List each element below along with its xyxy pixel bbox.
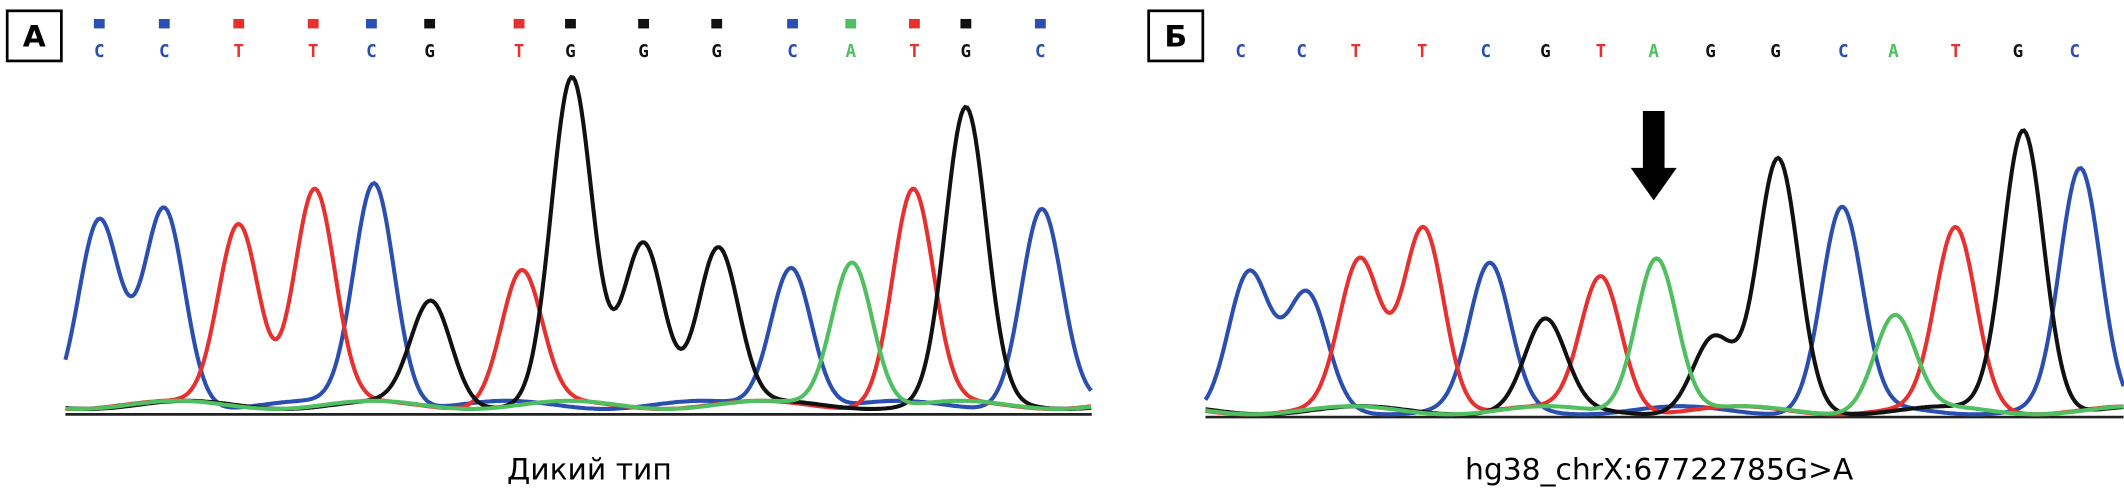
base-call: A	[1648, 42, 1659, 62]
base-call: C	[1481, 42, 1492, 62]
base-call: A	[845, 42, 856, 62]
base-call: T	[1417, 42, 1428, 62]
panel-label: А	[23, 19, 46, 54]
trace	[65, 186, 1092, 411]
base-call: C	[1235, 42, 1246, 62]
base-call: C	[787, 42, 798, 62]
base-marker	[787, 18, 798, 29]
base-call: C	[366, 42, 377, 62]
base-marker	[1034, 18, 1046, 29]
base-marker	[158, 18, 170, 29]
trace	[65, 74, 1092, 411]
base-marker	[908, 18, 920, 29]
caption: Дикий тип	[507, 452, 672, 487]
panel-label-box	[5, 9, 63, 63]
base-call: G	[424, 42, 435, 62]
trace	[1205, 256, 2124, 417]
base-call: C	[2070, 42, 2081, 62]
base-call: G	[2013, 42, 2024, 62]
base-marker	[424, 18, 436, 29]
base-marker	[638, 18, 650, 29]
base-marker	[845, 18, 857, 29]
arrow	[1630, 111, 1677, 201]
base-call: G	[638, 42, 649, 62]
base-call: G	[961, 42, 972, 62]
base-call: T	[514, 42, 525, 62]
base-call: G	[1705, 42, 1716, 62]
base-marker	[960, 18, 972, 29]
base-call: C	[1838, 42, 1849, 62]
base-marker	[565, 18, 576, 29]
base-marker	[233, 18, 245, 29]
base-call: C	[1296, 42, 1307, 62]
trace	[1203, 165, 2124, 417]
base-marker	[513, 18, 525, 29]
base-call: T	[233, 42, 244, 62]
base-call: T	[1596, 42, 1607, 62]
base-call: T	[909, 42, 920, 62]
base-call: G	[1770, 42, 1781, 62]
base-call: G	[1540, 42, 1551, 62]
panel-label: Б	[1164, 19, 1187, 54]
base-marker	[366, 18, 377, 29]
trace	[65, 260, 1092, 411]
base-marker	[711, 18, 723, 29]
base-call: T	[1351, 42, 1362, 62]
base-marker	[307, 18, 319, 29]
base-call: G	[565, 42, 576, 62]
base-marker	[93, 18, 105, 29]
caption: hg38_chrX:67722785G>A	[1465, 452, 1854, 487]
base-call: C	[94, 42, 105, 62]
base-call: G	[711, 42, 722, 62]
base-call: C	[159, 42, 170, 62]
base-call: C	[1035, 42, 1046, 62]
base-call: T	[308, 42, 319, 62]
base-call: A	[1888, 42, 1899, 62]
panel-label-box	[1147, 9, 1205, 63]
base-call: T	[1950, 42, 1961, 62]
